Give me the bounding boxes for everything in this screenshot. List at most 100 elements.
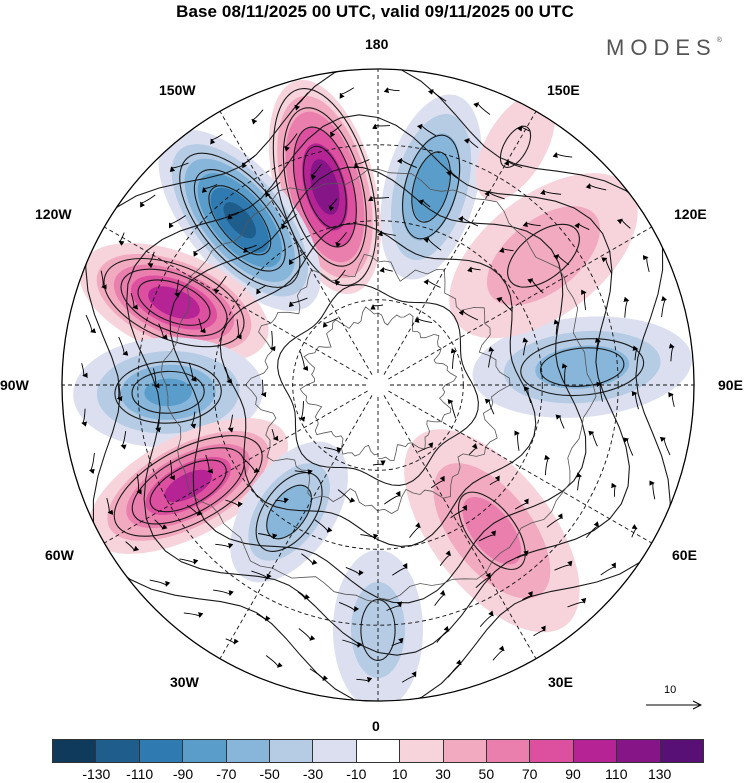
wind-vector xyxy=(418,199,431,208)
wind-vector xyxy=(281,213,297,230)
colorbar-tick: -130 xyxy=(82,766,111,782)
wind-vector xyxy=(447,399,457,419)
wind-vector xyxy=(409,522,421,538)
wind-vector xyxy=(555,414,565,429)
wind-vector xyxy=(342,639,363,648)
wind-vector xyxy=(130,292,139,310)
colorbar-tick: -30 xyxy=(302,766,324,782)
wind-vector xyxy=(561,363,568,384)
lon-label-120e: 120E xyxy=(674,206,707,222)
wind-vector xyxy=(205,454,214,474)
closed-contour xyxy=(458,491,526,570)
anomaly-band xyxy=(535,345,630,389)
wind-vector xyxy=(190,411,197,429)
wind-vector xyxy=(632,345,639,361)
wind-vector xyxy=(116,385,123,402)
wind-vector xyxy=(468,443,478,455)
reference-vector-label: 10 xyxy=(664,684,677,696)
colorbar-segment xyxy=(487,740,531,762)
wind-vector xyxy=(265,655,283,668)
wind-vector xyxy=(496,296,513,312)
colorbar-tick: 70 xyxy=(521,766,538,782)
modes-logo: MODES® xyxy=(606,35,722,61)
latitude-circle xyxy=(213,220,543,550)
closed-contour xyxy=(255,472,323,552)
closed-contour xyxy=(193,168,286,272)
wind-vector xyxy=(492,645,505,661)
wind-vectors xyxy=(81,87,675,683)
wind-vector xyxy=(81,363,88,378)
wind-vector xyxy=(149,579,171,587)
wind-vector xyxy=(596,381,603,402)
wind-vector xyxy=(323,446,342,453)
colorbar-tick: -110 xyxy=(126,766,154,782)
registered-mark: ® xyxy=(716,37,722,44)
wind-vector xyxy=(370,304,384,310)
wind-vector xyxy=(328,198,338,212)
lon-label-30e: 30E xyxy=(548,674,573,690)
wind-vector xyxy=(188,362,197,382)
lon-label-180: 180 xyxy=(365,36,389,52)
wind-vector xyxy=(473,102,491,115)
closed-contour xyxy=(131,370,205,414)
wind-vector xyxy=(289,251,306,266)
wind-vector xyxy=(213,275,227,295)
wind-vector xyxy=(265,181,281,198)
wind-vector xyxy=(136,474,142,495)
wind-vector xyxy=(478,530,496,542)
wind-vector xyxy=(540,189,562,196)
wind-vector xyxy=(659,436,671,456)
wind-vector xyxy=(193,242,210,257)
wind-vector xyxy=(585,521,600,538)
wind-vector xyxy=(100,270,107,290)
wind-vector xyxy=(423,237,442,251)
anomaly-band xyxy=(223,202,257,239)
wind-vector xyxy=(553,254,570,266)
wind-vector xyxy=(601,257,613,274)
wind-vector xyxy=(479,610,494,627)
meridian-line xyxy=(388,390,652,544)
wind-vector xyxy=(201,184,218,193)
colorbar-segment xyxy=(313,740,357,762)
wind-vector xyxy=(198,318,206,334)
wind-vector xyxy=(384,490,401,505)
wind-vector xyxy=(213,589,234,597)
brand-name: MODES xyxy=(606,35,717,60)
wind-vector xyxy=(210,133,223,145)
wind-vector xyxy=(147,251,155,269)
colorbar-tick: -10 xyxy=(346,766,367,782)
wind-vector xyxy=(391,637,404,647)
wind-vector xyxy=(294,469,313,476)
wind-vector xyxy=(186,504,203,516)
wind-vector xyxy=(88,452,95,475)
wind-vector xyxy=(514,430,520,451)
meridian-line xyxy=(104,226,368,380)
closed-contour xyxy=(520,338,645,397)
colorbar-segment xyxy=(226,740,271,762)
wind-vector xyxy=(522,221,541,228)
wind-vector xyxy=(339,601,360,613)
wind-vector xyxy=(523,386,532,404)
wind-vector xyxy=(155,419,162,433)
colorbar-segment xyxy=(573,740,618,762)
closed-contour xyxy=(411,151,451,223)
wind-vector xyxy=(298,628,316,641)
map-border xyxy=(61,68,695,702)
colorbar-tick: 50 xyxy=(478,766,495,782)
wind-vector xyxy=(611,482,617,497)
colorbar-segment xyxy=(183,740,227,762)
wind-vector xyxy=(588,430,598,447)
wind-vector xyxy=(224,366,233,384)
wind-vector xyxy=(322,317,339,328)
wind-vector xyxy=(339,87,355,99)
wind-vector xyxy=(258,533,278,540)
wind-vector xyxy=(81,408,88,427)
colorbar-segment xyxy=(443,740,488,762)
wind-vector xyxy=(436,625,450,643)
lon-label-90w: 90W xyxy=(0,377,29,393)
height-contour xyxy=(277,284,479,486)
wind-vector xyxy=(284,133,298,152)
anomaly-band xyxy=(310,159,340,215)
wind-vector xyxy=(269,330,276,352)
colorbar-tick: -70 xyxy=(216,766,237,782)
